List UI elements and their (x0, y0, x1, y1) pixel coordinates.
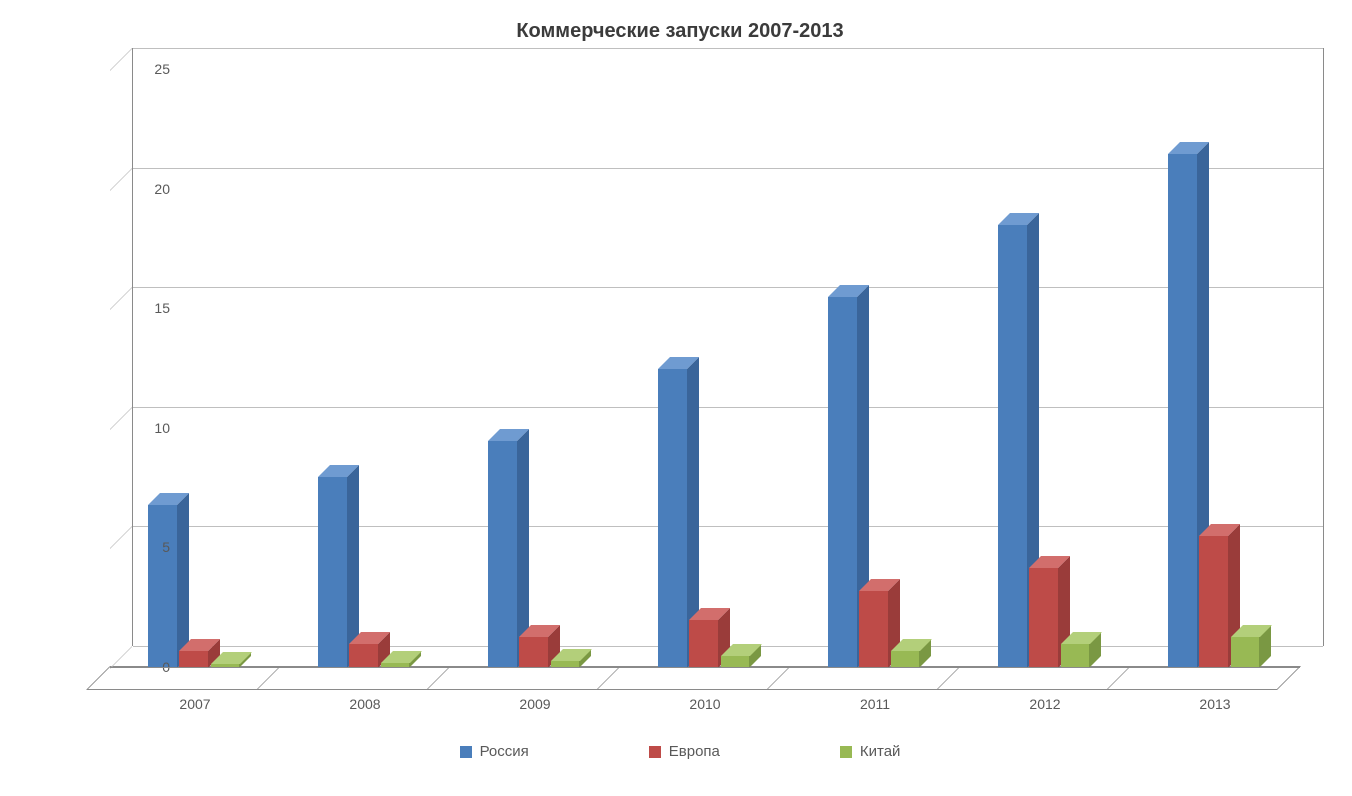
legend-swatch (460, 746, 472, 758)
chart-title: Коммерческие запуски 2007-2013 (40, 20, 1320, 43)
bar (891, 651, 920, 668)
y-tick-label: 25 (90, 61, 170, 77)
chart-container: Коммерческие запуски 2007-2013 051015202… (40, 20, 1320, 760)
bar (1168, 154, 1197, 668)
legend-swatch (840, 746, 852, 758)
legend-label: Европа (669, 743, 720, 760)
plot-area: 05101520252007200820092010201120122013 (110, 70, 1300, 690)
x-tick-label: 2007 (110, 696, 280, 712)
chart-floor (86, 666, 1301, 690)
legend-swatch (649, 746, 661, 758)
bar (179, 651, 208, 668)
x-tick-label: 2012 (960, 696, 1130, 712)
bar (148, 505, 177, 668)
bar (859, 591, 888, 668)
floor-tick (1277, 667, 1300, 689)
bar (658, 369, 687, 668)
legend-label: Китай (860, 743, 901, 760)
bar (318, 477, 347, 668)
bar (828, 297, 857, 668)
gridline (133, 48, 1323, 49)
bar (1029, 568, 1058, 668)
floor-tick (767, 667, 790, 689)
x-tick-label: 2011 (790, 696, 960, 712)
legend-item: Китай (840, 743, 901, 760)
bar (1199, 536, 1228, 668)
floor-tick (1107, 667, 1130, 689)
y-tick-label: 10 (90, 420, 170, 436)
legend-label: Россия (480, 743, 529, 760)
x-tick-label: 2009 (450, 696, 620, 712)
floor-tick (257, 667, 280, 689)
bar (349, 644, 378, 668)
bar (519, 637, 548, 668)
floor-tick (937, 667, 960, 689)
bar (488, 441, 517, 668)
y-tick-label: 5 (90, 539, 170, 555)
bar (998, 225, 1027, 668)
bar (1061, 644, 1090, 668)
y-tick-label: 20 (90, 181, 170, 197)
bar (689, 620, 718, 668)
floor-tick (597, 667, 620, 689)
legend-item: Россия (460, 743, 529, 760)
y-tick-label: 15 (90, 300, 170, 316)
bar (1231, 637, 1260, 668)
legend-item: Европа (649, 743, 720, 760)
x-tick-label: 2013 (1130, 696, 1300, 712)
x-tick-label: 2010 (620, 696, 790, 712)
x-tick-label: 2008 (280, 696, 450, 712)
floor-tick (427, 667, 450, 689)
bars-layer (110, 70, 1300, 668)
legend: Россия Европа Китай (40, 743, 1320, 760)
